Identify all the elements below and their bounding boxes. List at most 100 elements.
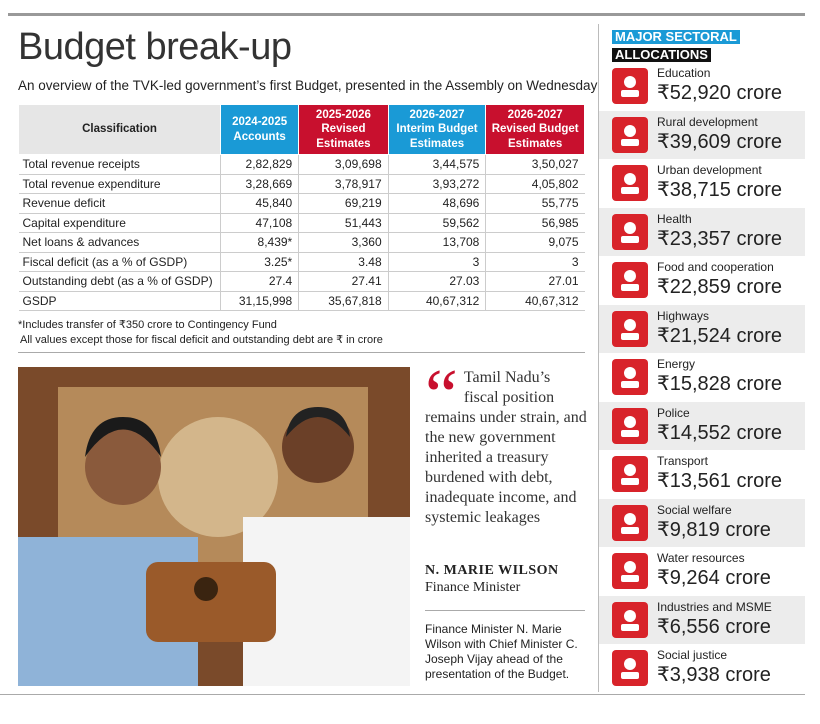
title: Budget break-up <box>18 26 292 68</box>
cell-value: 3,78,917 <box>298 174 389 194</box>
cell-value: 3,93,272 <box>387 174 486 194</box>
icon-glyph <box>621 367 639 388</box>
row-label: GSDP <box>18 291 221 311</box>
cell-value: 3,50,027 <box>485 154 585 175</box>
quote-role: Finance Minister <box>425 580 521 595</box>
sector-label: Industries and MSME <box>657 599 772 614</box>
table-row: Capital expenditure 47,108 51,443 59,562 56,… <box>18 213 585 233</box>
allocation-item: Highways ₹21,524 crore <box>599 304 805 353</box>
column-header: 2026-2027 Interim Budget Estimates <box>387 104 487 155</box>
sector-amount: ₹21,524 crore <box>657 324 783 347</box>
rule <box>425 610 585 611</box>
sector-icon <box>612 116 648 153</box>
icon-glyph <box>621 76 639 97</box>
cell-value: 3 <box>485 252 585 272</box>
panel-title-line: MAJOR SECTORAL <box>612 30 740 44</box>
table-row: Outstanding debt (as a % of GSDP) 27.4 27.… <box>18 271 585 292</box>
column-header: Classification <box>18 104 221 155</box>
sector-amount: ₹23,357 crore <box>657 227 783 250</box>
cell-value: 35,67,818 <box>298 291 389 311</box>
panel-title-line: ALLOCATIONS <box>612 48 711 62</box>
sector-label: Highways <box>657 308 710 323</box>
cell-value: 13,708 <box>387 232 486 253</box>
subtitle: An overview of the TVK-led government’s … <box>18 78 598 93</box>
table-row: Total revenue receipts 2,82,829 3,09,698 3,… <box>18 154 585 175</box>
sector-label: Urban development <box>657 163 762 177</box>
allocation-item: Food and cooperation ₹22,859 crore <box>599 256 805 305</box>
sector-icon <box>612 310 648 347</box>
photo <box>18 367 410 686</box>
rule <box>18 352 585 353</box>
notes: *Includes transfer of ₹350 crore to Cont… <box>18 318 383 348</box>
sector-label: Health <box>657 211 692 226</box>
row-label: Capital expenditure <box>18 213 221 233</box>
allocation-item: Energy ₹15,828 crore <box>599 353 805 402</box>
table-row: Total revenue expenditure 3,28,669 3,78,91… <box>18 174 585 194</box>
cell-value: 40,67,312 <box>485 291 585 311</box>
budget-table: Classification 2024-2025 Accounts 2025-202… <box>18 104 585 311</box>
cell-value: 31,15,998 <box>219 291 299 311</box>
row-label: Total revenue receipts <box>18 154 221 175</box>
cell-value: 69,219 <box>298 193 389 214</box>
quote-author: N. MARIE WILSON <box>425 563 559 578</box>
cell-value: 2,82,829 <box>219 154 299 175</box>
allocation-item: Social welfare ₹9,819 crore <box>599 498 805 547</box>
allocation-item: Police ₹14,552 crore <box>599 401 805 450</box>
allocation-item: Industries and MSME ₹6,556 crore <box>599 595 805 644</box>
cell-value: 9,075 <box>485 232 585 253</box>
sector-amount: ₹15,828 crore <box>657 373 783 395</box>
sector-label: Social justice <box>657 648 728 662</box>
cell-value: 27.03 <box>387 271 486 292</box>
sector-amount: ₹22,859 crore <box>657 276 783 298</box>
cell-value: 40,67,312 <box>387 291 486 311</box>
sector-label: Transport <box>657 454 708 468</box>
note: *Includes transfer of ₹350 crore to Cont… <box>18 319 277 331</box>
allocation-item: Rural development ₹39,609 crore <box>599 110 805 159</box>
allocation-item: Transport ₹13,561 crore <box>599 450 805 499</box>
sector-icon <box>612 504 648 541</box>
allocation-item: Health ₹23,357 crore <box>599 207 805 256</box>
cell-value: 59,562 <box>387 213 486 233</box>
cell-value: 3 <box>387 252 486 272</box>
cell-value: 27.41 <box>298 271 389 292</box>
icon-glyph <box>621 173 639 194</box>
bottom-rule <box>0 694 805 695</box>
sector-label: Energy <box>657 357 696 371</box>
sector-icon <box>612 553 648 589</box>
table-row: Fiscal deficit (as a % of GSDP) 3.25* 3.48… <box>18 252 585 272</box>
icon-glyph <box>621 415 639 437</box>
allocation-item: Urban development ₹38,715 crore <box>599 159 805 208</box>
icon-glyph <box>621 318 639 340</box>
quote-text: Tamil Nadu’s fiscal position remains und… <box>425 369 587 526</box>
table-row: GSDP 31,15,998 35,67,818 40,67,312 40,67,312 <box>18 291 585 311</box>
table-row: Revenue deficit 45,840 69,219 48,696 55,775 <box>18 193 585 214</box>
column-header: 2025-2026 Revised Estimates <box>298 104 389 155</box>
cell-value: 3,09,698 <box>298 154 389 175</box>
sector-icon <box>612 213 648 250</box>
sector-icon <box>612 650 648 686</box>
column-header: 2026-2027 Revised Budget Estimates <box>485 104 585 155</box>
sector-icon <box>612 262 648 298</box>
cell-value: 4,05,802 <box>485 174 585 194</box>
sector-amount: ₹52,920 crore <box>657 82 783 104</box>
note: All values except those for fiscal defic… <box>20 334 383 346</box>
cell-value: 3,28,669 <box>219 174 299 194</box>
sector-amount: ₹13,561 crore <box>657 470 783 492</box>
sector-amount: ₹9,264 crore <box>657 567 771 589</box>
sector-label: Police <box>657 405 690 420</box>
sector-label: Water resources <box>657 551 745 565</box>
column-header: 2024-2025 Accounts <box>219 104 300 155</box>
cell-value: 55,775 <box>485 193 585 214</box>
sector-amount: ₹14,552 crore <box>657 421 783 444</box>
sector-amount: ₹38,715 crore <box>657 179 783 201</box>
cell-value: 8,439* <box>219 232 299 253</box>
cell-value: 27.01 <box>485 271 585 292</box>
sector-amount: ₹3,938 crore <box>657 664 771 686</box>
cell-value: 56,985 <box>485 213 585 233</box>
cell-value: 47,108 <box>219 213 299 233</box>
sector-label: Education <box>657 66 711 80</box>
cell-value: 51,443 <box>298 213 389 233</box>
sector-label: Social welfare <box>657 502 732 517</box>
allocation-item: Water resources ₹9,264 crore <box>599 547 805 596</box>
